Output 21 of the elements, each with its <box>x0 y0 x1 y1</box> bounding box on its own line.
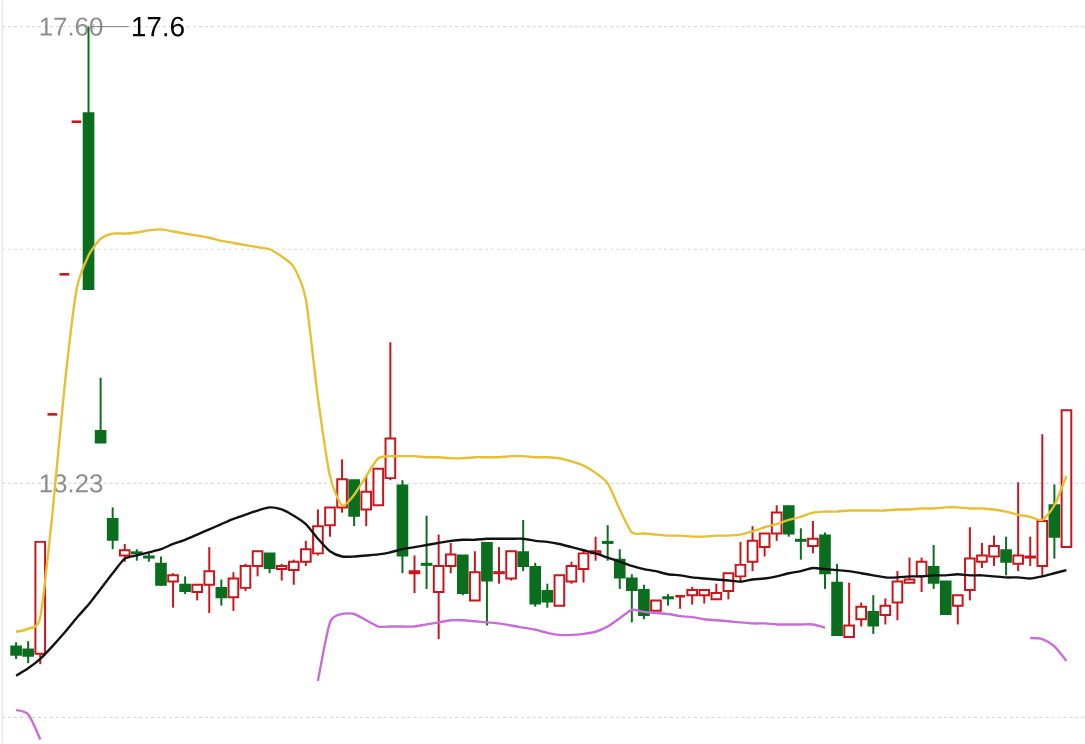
candlestick <box>879 597 892 626</box>
candlestick <box>1000 535 1012 577</box>
candlestick <box>215 578 228 607</box>
candlestick <box>94 376 107 444</box>
line-series <box>14 228 1068 633</box>
candlestick <box>843 581 855 639</box>
candlestick <box>867 594 880 635</box>
candlestick <box>408 554 421 595</box>
candlestick <box>601 524 614 562</box>
candlestick <box>263 552 276 575</box>
candlestick <box>420 514 433 590</box>
candlestick <box>855 601 868 628</box>
candlestick <box>807 519 819 555</box>
annotation: 17.6 <box>133 16 184 37</box>
line-series <box>14 506 1068 677</box>
candlestick <box>795 527 807 561</box>
candlestick <box>155 555 167 587</box>
y-tick-label: 17.60 <box>40 17 103 36</box>
candlestick <box>106 506 119 551</box>
candlestick <box>167 572 179 609</box>
candlestick <box>951 594 964 626</box>
